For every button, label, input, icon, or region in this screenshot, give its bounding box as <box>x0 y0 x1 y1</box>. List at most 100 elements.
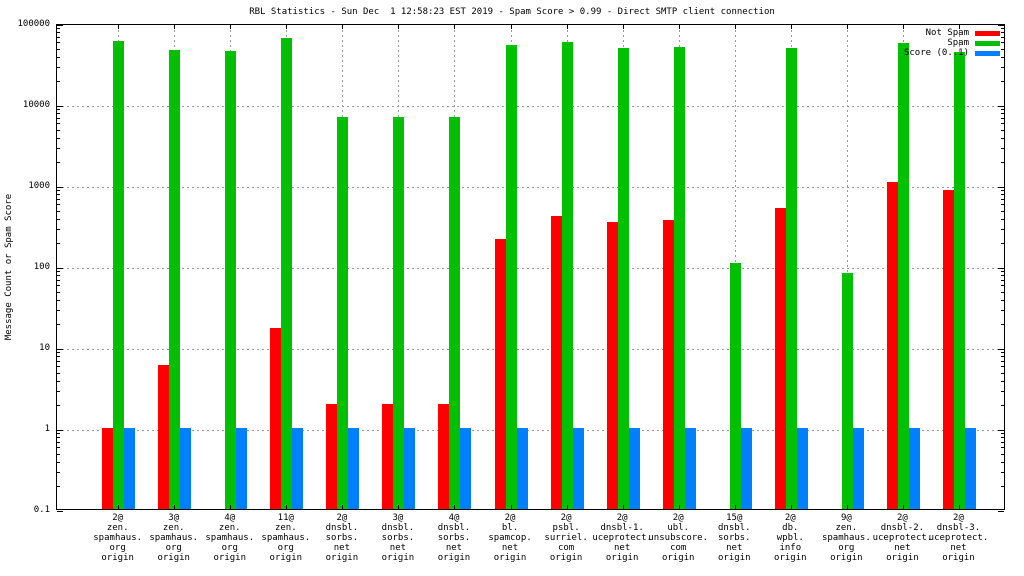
y-tick-left <box>57 352 60 354</box>
y-tick-right <box>998 348 1004 350</box>
y-tick-left <box>57 405 60 407</box>
x-tick-bottom <box>622 505 624 509</box>
y-tick-right <box>1001 243 1004 245</box>
y-tick-right <box>1001 210 1004 212</box>
y-tick-right <box>1001 147 1004 149</box>
bar-score-0-1-11 <box>740 428 752 509</box>
y-tick-right <box>1001 113 1004 115</box>
legend-entry: Not Spam <box>926 28 1000 38</box>
x-tick-label: 2@ dnsbl-1. uceprotect. net origin <box>592 513 652 563</box>
y-tick-right <box>1001 190 1004 192</box>
legend-swatch <box>975 40 1000 46</box>
y-tick-left <box>57 228 60 230</box>
bar-spam-9 <box>617 48 629 509</box>
x-tick-label: 3@ zen. spamhaus. org origin <box>149 513 199 563</box>
x-tick-top <box>342 25 344 29</box>
y-tick-right <box>1001 48 1004 50</box>
y-tick-left <box>57 37 60 39</box>
x-tick-bottom <box>958 505 960 509</box>
bar-score-0-1-3 <box>292 428 304 509</box>
bar-spam-14 <box>897 42 909 509</box>
y-tick-left <box>57 299 60 301</box>
legend-entry: Spam <box>947 38 1000 48</box>
y-tick-left <box>57 309 60 311</box>
y-tick-right <box>1001 453 1004 455</box>
bar-spam-1 <box>169 50 181 509</box>
y-tick-left <box>57 442 60 444</box>
y-tick-left <box>57 204 60 206</box>
y-tick-left <box>57 280 60 282</box>
bar-not-spam-8 <box>550 216 562 509</box>
y-tick-right <box>1001 37 1004 39</box>
bar-score-0-1-10 <box>684 428 696 509</box>
y-tick-right <box>1001 66 1004 68</box>
x-tick-label: 3@ dnsbl. sorbs. net origin <box>381 513 415 563</box>
y-tick-right <box>1001 299 1004 301</box>
bar-score-0-1-0 <box>124 428 136 509</box>
x-tick-bottom <box>902 505 904 509</box>
y-tick-left <box>57 243 60 245</box>
legend-entry: Score (0..1) <box>904 48 1000 58</box>
y-tick-right <box>1001 228 1004 230</box>
bar-not-spam-5 <box>382 403 394 509</box>
y-tick-label: 0.1 <box>33 505 50 515</box>
x-tick-bottom <box>566 505 568 509</box>
bar-not-spam-6 <box>438 403 450 509</box>
y-tick-right <box>998 267 1004 269</box>
y-tick-left <box>57 113 60 115</box>
y-tick-right <box>1001 442 1004 444</box>
bar-score-0-1-4 <box>348 428 360 509</box>
x-tick-label: 4@ zen. spamhaus. org origin <box>205 513 255 563</box>
y-tick-right <box>1001 437 1004 439</box>
y-tick-right <box>1001 129 1004 131</box>
x-tick-bottom <box>398 505 400 509</box>
bar-spam-10 <box>673 46 685 509</box>
x-tick-bottom <box>454 505 456 509</box>
y-tick-left <box>57 48 60 50</box>
legend-entry-label: Score (0..1) <box>903 48 969 58</box>
x-tick-bottom <box>174 505 176 509</box>
bar-spam-8 <box>561 42 573 509</box>
x-tick-bottom <box>230 505 232 509</box>
y-tick-left <box>57 429 63 431</box>
x-tick-top <box>678 25 680 29</box>
y-tick-right <box>998 429 1004 431</box>
bar-score-0-1-5 <box>404 428 416 509</box>
x-tick-top <box>902 25 904 29</box>
y-tick-left <box>57 380 60 382</box>
y-tick-right <box>1001 372 1004 374</box>
y-tick-left <box>57 137 60 139</box>
y-tick-label: 1000 <box>28 181 50 191</box>
y-tick-left <box>57 453 60 455</box>
y-tick-right <box>1001 380 1004 382</box>
x-tick-label: 2@ dnsbl-3. uceprotect. net origin <box>928 513 989 563</box>
x-tick-label: 2@ ubl. unsubscore. com origin <box>648 513 708 563</box>
y-tick-left <box>57 194 60 196</box>
plot-area <box>56 24 1005 512</box>
bar-score-0-1-7 <box>516 428 528 509</box>
y-tick-right <box>1001 123 1004 125</box>
x-tick-top <box>790 25 792 29</box>
y-tick-left <box>57 129 60 131</box>
y-tick-label: 1 <box>44 424 50 434</box>
x-tick-bottom <box>510 505 512 509</box>
y-tick-right <box>1001 433 1004 435</box>
bar-not-spam-12 <box>774 208 786 509</box>
bar-not-spam-10 <box>662 219 674 509</box>
y-tick-right <box>998 105 1004 107</box>
y-tick-left <box>57 24 63 26</box>
x-tick-top <box>230 25 232 29</box>
bar-not-spam-4 <box>326 403 338 509</box>
y-tick-right <box>1001 275 1004 277</box>
y-tick-left <box>57 433 60 435</box>
x-tick-top <box>454 25 456 29</box>
y-tick-left <box>57 66 60 68</box>
y-tick-left <box>57 190 60 192</box>
y-tick-right <box>1001 271 1004 273</box>
bar-spam-5 <box>393 116 405 509</box>
bar-spam-3 <box>281 38 293 509</box>
gridline-horizontal <box>57 430 1004 431</box>
y-tick-right <box>1001 137 1004 139</box>
gridline-vertical <box>846 25 848 509</box>
y-tick-left <box>57 324 60 326</box>
